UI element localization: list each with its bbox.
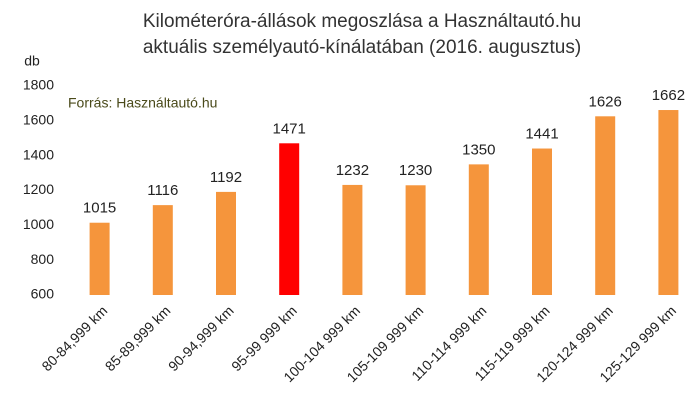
- value-label: 1192: [210, 169, 242, 186]
- bar: [532, 148, 552, 295]
- y-tick-label: 1400: [23, 146, 54, 162]
- y-tick-label: 600: [31, 286, 55, 302]
- bar: [279, 143, 300, 295]
- value-label: 1116: [147, 182, 178, 199]
- value-label: 1232: [336, 162, 369, 179]
- value-label: 1471: [273, 120, 306, 137]
- y-tick-label: 1200: [23, 181, 54, 197]
- chart-title: Kilométeróra-állások megoszlása a Haszná…: [143, 11, 581, 32]
- source-note: Forrás: Használtautó.hu: [68, 95, 217, 111]
- value-label: 1441: [525, 125, 558, 142]
- y-tick-label: 800: [31, 251, 55, 267]
- x-tick-label: 85-89,999 km: [102, 302, 174, 374]
- chart-title: aktuális személyautó-kínálatában (2016. …: [143, 37, 581, 58]
- value-label: 1350: [462, 141, 495, 158]
- x-tick-label: 90-94,999 km: [165, 302, 237, 374]
- y-tick-label: 1000: [23, 216, 54, 232]
- bar: [152, 205, 173, 295]
- bar: [216, 191, 236, 295]
- y-tick-label: 1800: [23, 77, 54, 93]
- bar: [405, 185, 426, 295]
- x-tick-label: 80-84,999 km: [38, 302, 110, 374]
- x-tick-label: 95-99 999 km: [228, 302, 300, 374]
- value-label: 1230: [399, 162, 432, 179]
- value-label: 1015: [83, 200, 116, 217]
- y-tick-label: 1600: [23, 112, 54, 128]
- value-label: 1626: [589, 93, 622, 110]
- bar: [342, 184, 363, 295]
- value-label: 1662: [652, 87, 685, 104]
- bar: [595, 116, 616, 296]
- bar: [658, 110, 679, 295]
- y-axis-label: db: [24, 53, 40, 69]
- bar: [89, 222, 110, 295]
- bar: [468, 164, 489, 295]
